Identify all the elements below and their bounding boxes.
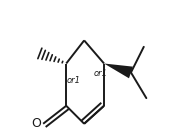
Polygon shape (104, 63, 133, 78)
Text: or1: or1 (94, 69, 108, 78)
Text: or1: or1 (67, 76, 81, 85)
Text: O: O (31, 117, 41, 130)
